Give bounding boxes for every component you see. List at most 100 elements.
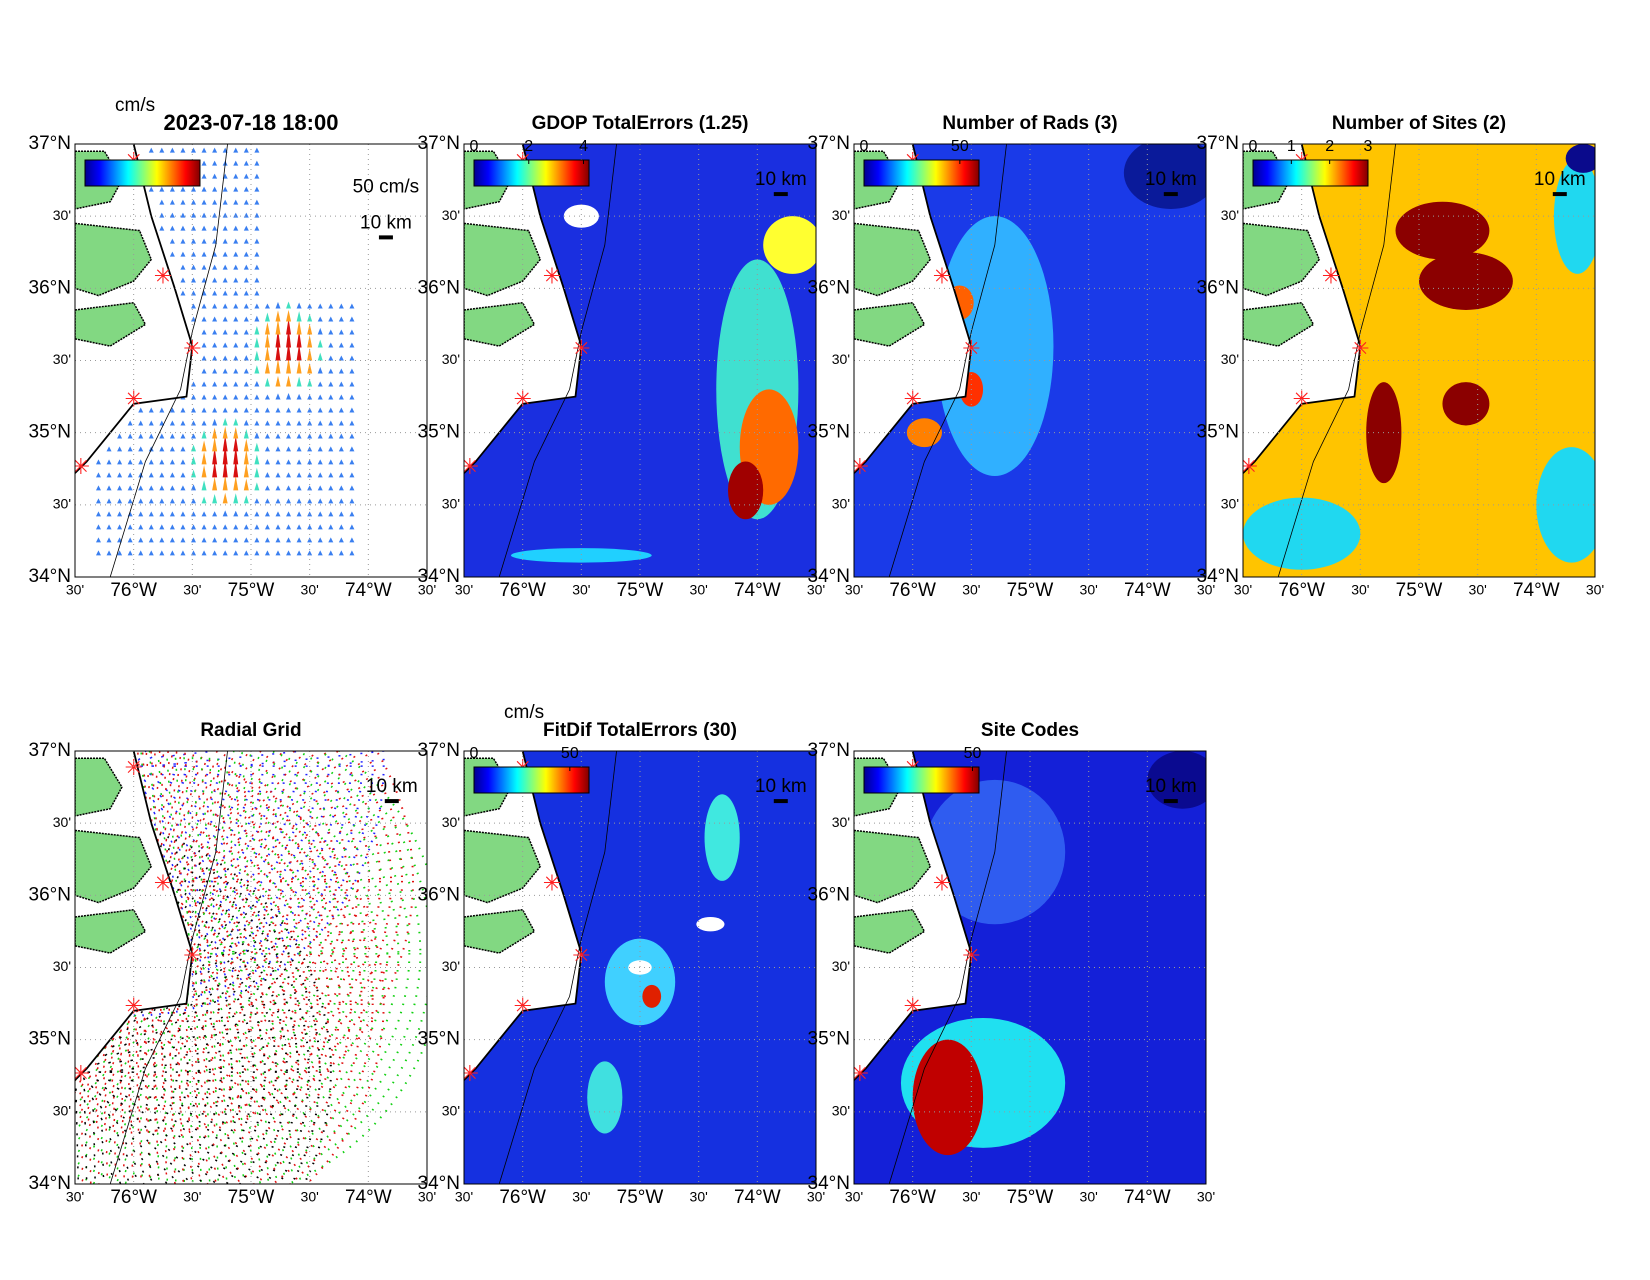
- colorbar: [1252, 159, 1369, 187]
- current-arrow: [275, 301, 281, 309]
- radial-ring: [75, 928, 209, 1079]
- land: [75, 908, 147, 954]
- current-arrow: [338, 420, 344, 426]
- current-arrow: [138, 511, 144, 517]
- y-tick-label: 30': [53, 351, 71, 367]
- axes-frame: [853, 750, 1207, 1185]
- y-tick-label: 37°N: [808, 740, 850, 761]
- current-arrow: [148, 537, 154, 543]
- x-tick-label: 30': [418, 1189, 436, 1205]
- current-arrow: [243, 524, 249, 530]
- axes-frame: [853, 143, 1207, 578]
- current-arrow: [127, 446, 133, 452]
- current-arrow: [296, 498, 302, 504]
- radial-ring: [75, 751, 319, 951]
- x-tick-label: 30': [183, 1189, 201, 1205]
- current-arrow: [275, 328, 281, 348]
- current-arrow: [191, 394, 197, 400]
- y-tick-label: 37°N: [29, 740, 71, 761]
- x-tick-label: 75°W: [1007, 580, 1054, 601]
- y-tick-label: 30': [53, 958, 71, 974]
- x-tick-label: 30': [572, 582, 590, 598]
- current-arrow: [328, 303, 334, 309]
- current-arrow: [180, 459, 186, 465]
- field-patch: [1243, 497, 1361, 570]
- current-arrow: [317, 524, 323, 530]
- current-arrow: [222, 417, 228, 426]
- current-arrow: [180, 446, 186, 452]
- y-tick-label: 30': [53, 814, 71, 830]
- current-arrow: [201, 264, 207, 270]
- current-arrow: [275, 524, 281, 530]
- current-arrow: [254, 264, 260, 270]
- radial-ring: [75, 873, 264, 1134]
- current-arrow: [212, 264, 218, 270]
- current-arrow: [243, 264, 249, 270]
- site-marker: ✳: [962, 336, 980, 361]
- current-arrow: [254, 147, 260, 153]
- current-arrow: [307, 379, 313, 387]
- current-arrow: [233, 445, 239, 465]
- site-marker: ✳: [851, 1061, 869, 1086]
- isobath: [498, 751, 617, 1184]
- current-arrow: [201, 329, 207, 335]
- coastline: [464, 144, 583, 474]
- current-arrow: [169, 238, 175, 244]
- current-arrow: [233, 277, 239, 283]
- current-arrow: [222, 510, 228, 517]
- current-arrow: [222, 550, 228, 556]
- radial-ring: [75, 895, 242, 1112]
- current-arrow: [349, 537, 355, 543]
- current-arrow: [148, 433, 154, 439]
- current-arrow: [191, 469, 197, 478]
- x-tick-label: 74°W: [345, 580, 392, 601]
- colorbar-tick-label: 0: [470, 138, 479, 155]
- current-arrow: [328, 550, 334, 556]
- current-arrow: [243, 147, 249, 153]
- x-tick-label: 30': [572, 1189, 590, 1205]
- current-arrow: [191, 303, 197, 309]
- radial-ring: [75, 751, 198, 830]
- coastline: [854, 751, 973, 1081]
- current-arrow: [338, 394, 344, 400]
- current-arrow: [212, 290, 218, 296]
- current-arrow: [275, 498, 281, 504]
- current-arrow: [180, 524, 186, 530]
- radial-ring: [75, 752, 385, 1184]
- current-arrow: [233, 225, 239, 231]
- current-arrow: [180, 264, 186, 270]
- x-tick-label: 30': [1586, 582, 1604, 598]
- current-arrow: [222, 212, 228, 218]
- radial-ring: [75, 757, 389, 1150]
- current-arrow: [254, 482, 260, 491]
- x-tick-label: 30': [1080, 1189, 1098, 1205]
- current-arrow: [317, 339, 323, 348]
- current-arrow: [307, 420, 313, 426]
- current-arrow: [296, 407, 302, 413]
- current-arrow: [307, 303, 313, 309]
- current-arrow: [212, 173, 218, 179]
- y-tick-label: 30': [442, 496, 460, 512]
- current-arrow: [201, 537, 207, 543]
- site-marker: ✳: [461, 1061, 479, 1086]
- current-arrow: [338, 433, 344, 439]
- radial-ring: [106, 867, 279, 1040]
- x-tick-label: 74°W: [734, 580, 781, 601]
- current-arrow: [222, 199, 228, 205]
- current-arrow: [264, 322, 270, 335]
- current-arrow: [338, 407, 344, 413]
- current-arrow: [338, 537, 344, 543]
- radial-ring: [75, 751, 385, 1017]
- current-arrow: [169, 459, 175, 465]
- current-arrow: [286, 446, 292, 452]
- colorbar-tick-label: 0: [1249, 138, 1258, 155]
- current-arrow: [243, 368, 249, 374]
- radial-ring: [75, 779, 367, 1128]
- current-arrow: [264, 446, 270, 452]
- current-arrow: [317, 511, 323, 517]
- current-arrow: [275, 472, 281, 478]
- panel-title: 2023-07-18 18:00: [164, 110, 339, 135]
- current-arrow: [286, 511, 292, 517]
- current-arrow: [138, 537, 144, 543]
- site-marker: ✳: [903, 993, 921, 1018]
